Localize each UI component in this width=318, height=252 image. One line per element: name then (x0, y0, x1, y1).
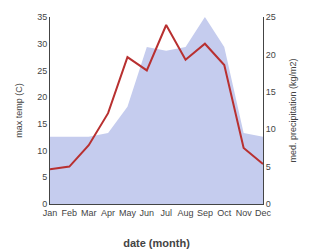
svg-text:20: 20 (266, 50, 276, 60)
svg-text:0: 0 (266, 199, 271, 209)
svg-text:25: 25 (266, 12, 276, 22)
svg-text:Sep: Sep (197, 208, 213, 218)
svg-text:Jun: Jun (140, 208, 155, 218)
svg-text:Jul: Jul (160, 208, 172, 218)
svg-text:10: 10 (37, 146, 47, 156)
svg-text:15: 15 (37, 119, 47, 129)
svg-text:25: 25 (37, 66, 47, 76)
svg-text:5: 5 (42, 172, 47, 182)
svg-text:max temp (C): max temp (C) (14, 83, 24, 138)
svg-text:Mar: Mar (81, 208, 97, 218)
svg-text:May: May (119, 208, 137, 218)
svg-text:35: 35 (37, 12, 47, 22)
svg-text:Dec: Dec (255, 208, 272, 218)
svg-text:Nov: Nov (236, 208, 253, 218)
svg-text:0: 0 (42, 199, 47, 209)
svg-text:15: 15 (266, 87, 276, 97)
svg-text:Aug: Aug (178, 208, 194, 218)
svg-text:Oct: Oct (217, 208, 232, 218)
svg-text:30: 30 (37, 39, 47, 49)
svg-text:Feb: Feb (62, 208, 78, 218)
svg-text:10: 10 (266, 124, 276, 134)
svg-text:med. precipitation (kg/m2): med. precipitation (kg/m2) (288, 58, 298, 162)
svg-text:Apr: Apr (101, 208, 115, 218)
svg-text:20: 20 (37, 92, 47, 102)
svg-text:5: 5 (266, 162, 271, 172)
svg-text:Jan: Jan (43, 208, 58, 218)
svg-text:date (month): date (month) (123, 237, 190, 249)
